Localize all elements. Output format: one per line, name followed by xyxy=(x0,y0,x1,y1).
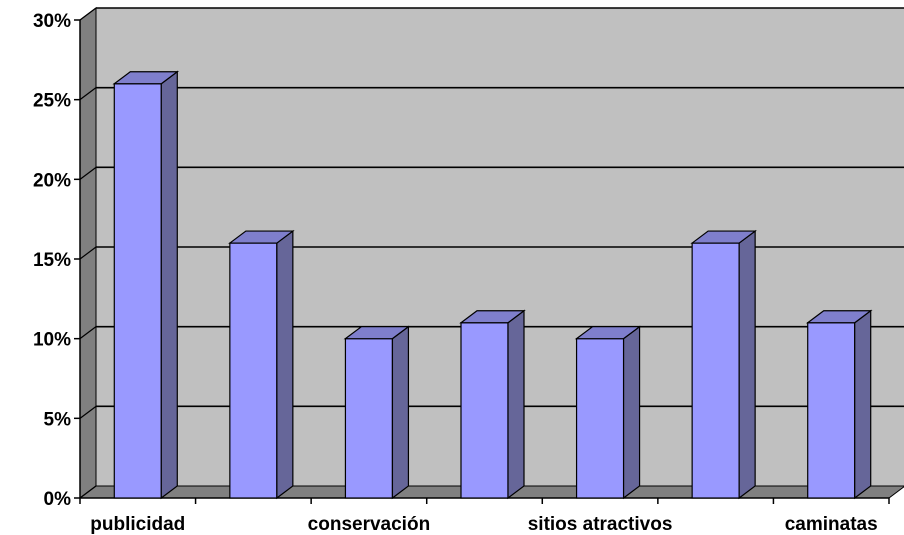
bar xyxy=(112,70,180,500)
bar-side xyxy=(391,325,410,500)
x-category-labels: publicidad conservación sitios atractivos c… xyxy=(90,514,877,535)
bar xyxy=(805,309,873,500)
bar-front xyxy=(691,242,740,499)
bar xyxy=(343,325,411,500)
bar-top xyxy=(459,310,526,324)
x-category-label: sitios atractivos xyxy=(528,514,673,535)
bar xyxy=(459,309,526,500)
bar-side xyxy=(622,325,641,500)
bar-front xyxy=(344,338,394,499)
gridline-side xyxy=(79,166,97,180)
y-tick-label: 0% xyxy=(44,489,72,510)
y-tick-label: 30% xyxy=(33,11,71,32)
x-category-label: caminatas xyxy=(785,514,878,535)
bar-top xyxy=(112,71,180,85)
bar-front xyxy=(229,242,278,499)
gridline-side xyxy=(79,246,97,260)
x-category-label: conservación xyxy=(308,514,431,535)
y-tick-label: 25% xyxy=(33,91,71,112)
bar-side xyxy=(854,309,872,500)
bar-top xyxy=(228,230,295,244)
bar xyxy=(690,229,757,500)
bar-top xyxy=(690,230,757,244)
y-tick-labels: 0% 5% 10% 15% 20% 25% 30% xyxy=(33,11,71,510)
bar-top xyxy=(574,326,642,340)
bar-front xyxy=(807,322,856,499)
y-tick-label: 5% xyxy=(44,409,72,430)
bar xyxy=(574,325,642,500)
bar-top xyxy=(805,310,873,324)
x-category-label: publicidad xyxy=(90,514,185,535)
gridline-side xyxy=(79,326,97,340)
bar-top xyxy=(343,326,411,340)
y-tick-label: 10% xyxy=(33,330,71,351)
bar-front xyxy=(575,338,625,499)
bar-side xyxy=(738,229,756,500)
bar-side xyxy=(276,229,294,500)
bar-side xyxy=(160,70,178,500)
bars xyxy=(112,70,873,500)
bar xyxy=(228,229,295,500)
gridline-side xyxy=(79,405,97,419)
gridline-side xyxy=(79,87,97,101)
gridline-side xyxy=(79,485,97,499)
bar-side xyxy=(507,309,525,500)
y-tick-label: 20% xyxy=(33,170,71,191)
bar-front xyxy=(113,83,162,499)
bar-front xyxy=(460,322,509,499)
y-tick-label: 15% xyxy=(33,250,71,271)
gridline-side xyxy=(79,7,97,21)
